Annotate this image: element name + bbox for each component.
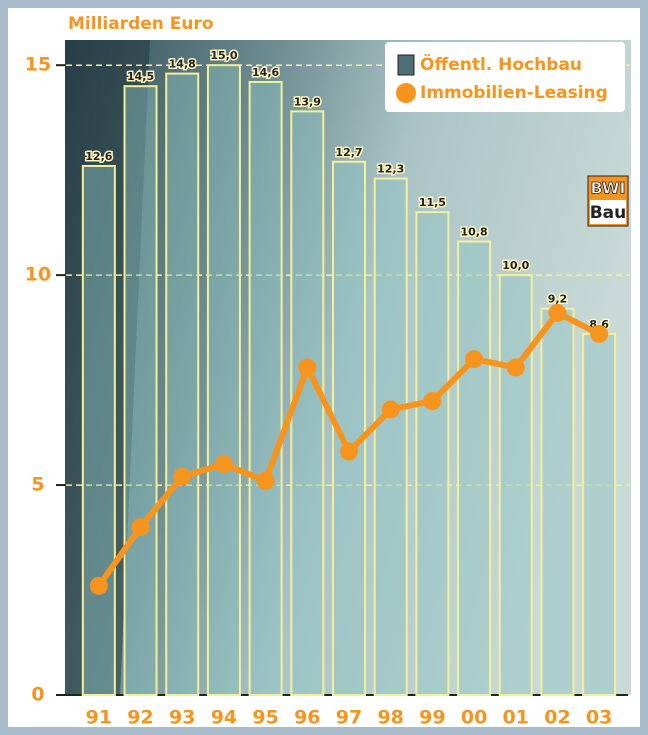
bar: [208, 65, 240, 695]
x-tick-label: 94: [211, 707, 237, 729]
value-label: 14,6: [252, 66, 279, 79]
point: [382, 400, 400, 418]
value-label: 10,0: [502, 259, 529, 272]
x-tick-label: 00: [461, 707, 487, 729]
value-label: 9,2: [548, 293, 568, 306]
point: [90, 577, 108, 595]
point: [340, 442, 358, 460]
x-tick-label: 03: [586, 707, 612, 729]
x-tick-label: 97: [336, 707, 362, 729]
legend-swatch: [396, 83, 416, 103]
x-tick-label: 93: [169, 707, 195, 729]
bar: [125, 86, 157, 695]
value-label: 14,8: [169, 58, 196, 71]
point: [465, 350, 483, 368]
value-label: 10,8: [461, 226, 488, 239]
logo: BWI Bau: [588, 176, 628, 226]
point: [590, 325, 608, 343]
value-label: 12,3: [377, 163, 404, 176]
point: [548, 304, 566, 322]
bar: [83, 166, 115, 695]
value-label: 13,9: [294, 95, 321, 108]
x-tick-label: 01: [503, 707, 529, 729]
x-tick-label: 92: [127, 707, 153, 729]
point: [423, 392, 441, 410]
point: [215, 455, 233, 473]
logo-text: BWI: [591, 179, 626, 198]
point: [298, 359, 316, 377]
point: [507, 359, 525, 377]
value-label: 14,5: [127, 70, 154, 83]
legend-label: Immobilien-Leasing: [420, 83, 608, 103]
legend-label: Öffentl. Hochbau: [420, 53, 582, 75]
bar: [416, 212, 448, 695]
x-tick-label: 02: [544, 707, 570, 729]
point: [173, 468, 191, 486]
bar: [458, 242, 490, 695]
bar: [250, 82, 282, 695]
legend-swatch: [398, 55, 414, 75]
bar: [500, 275, 532, 695]
logo-text: Bau: [590, 203, 627, 223]
point: [257, 472, 275, 490]
x-tick-label: 98: [377, 707, 403, 729]
bar: [375, 179, 407, 695]
value-label: 12,6: [85, 150, 112, 163]
value-label: 15,0: [210, 49, 237, 62]
value-label: 11,5: [419, 196, 446, 209]
bar: [541, 309, 573, 695]
y-tick-label: 15: [25, 54, 51, 76]
chart: Milliarden Euro BWI Bau 0 5 10 15 91 92 93 94 95…: [0, 0, 648, 735]
x-tick-label: 95: [252, 707, 278, 729]
x-tick-label: 96: [294, 707, 320, 729]
point: [132, 518, 150, 536]
y-tick-label: 10: [25, 264, 51, 286]
value-label: 12,7: [335, 146, 362, 159]
bar: [583, 334, 615, 695]
x-tick-label: 91: [86, 707, 112, 729]
bar: [166, 74, 198, 695]
y-tick-label: 5: [31, 474, 44, 496]
y-tick-label: 0: [31, 684, 44, 706]
x-tick-label: 99: [419, 707, 445, 729]
y-axis-label: Milliarden Euro: [68, 14, 214, 34]
legend: Öffentl. Hochbau Immobilien-Leasing: [385, 42, 625, 112]
